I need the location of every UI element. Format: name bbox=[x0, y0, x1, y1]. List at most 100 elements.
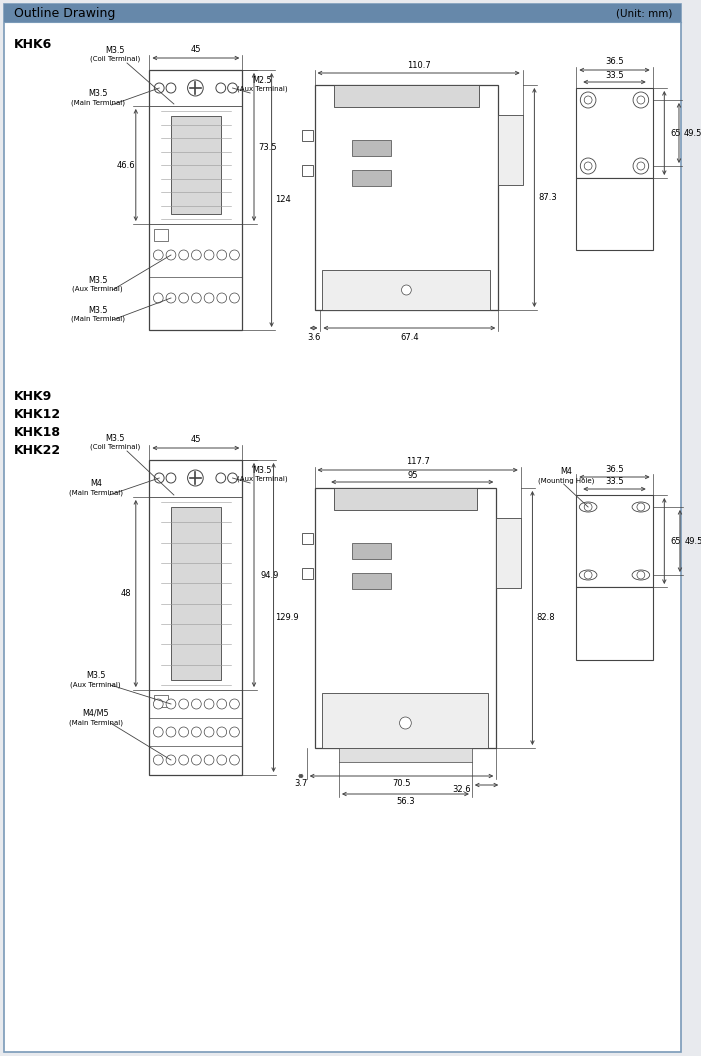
Ellipse shape bbox=[579, 570, 597, 580]
Circle shape bbox=[179, 293, 189, 303]
Text: (Unit: mm): (Unit: mm) bbox=[615, 8, 672, 18]
Text: 48: 48 bbox=[121, 589, 131, 598]
Bar bbox=[149, 460, 243, 775]
Circle shape bbox=[402, 285, 411, 295]
Circle shape bbox=[191, 699, 201, 709]
Circle shape bbox=[179, 250, 189, 260]
Circle shape bbox=[166, 293, 176, 303]
Circle shape bbox=[154, 473, 164, 483]
Bar bbox=[4, 4, 681, 22]
Text: M3.5: M3.5 bbox=[88, 89, 107, 98]
Text: 73.5: 73.5 bbox=[259, 143, 277, 151]
Ellipse shape bbox=[579, 502, 597, 512]
Text: (Mounting Hole): (Mounting Hole) bbox=[538, 477, 595, 484]
Circle shape bbox=[637, 96, 645, 103]
Circle shape bbox=[217, 755, 226, 765]
Bar bbox=[322, 270, 491, 310]
Text: 45: 45 bbox=[191, 435, 201, 445]
Circle shape bbox=[580, 158, 596, 174]
Text: 46.6: 46.6 bbox=[116, 161, 135, 170]
Bar bbox=[576, 587, 653, 660]
Circle shape bbox=[230, 755, 239, 765]
Text: 87.3: 87.3 bbox=[538, 193, 557, 202]
Circle shape bbox=[154, 755, 163, 765]
Bar bbox=[498, 115, 523, 185]
Text: 117.7: 117.7 bbox=[406, 457, 430, 467]
Circle shape bbox=[217, 699, 226, 709]
Circle shape bbox=[584, 571, 592, 579]
Circle shape bbox=[179, 727, 189, 737]
Text: M2.5: M2.5 bbox=[252, 76, 271, 84]
Text: (Aux Terminal): (Aux Terminal) bbox=[72, 286, 123, 293]
Text: KHK6: KHK6 bbox=[14, 38, 52, 51]
Ellipse shape bbox=[632, 570, 650, 580]
Text: 65: 65 bbox=[671, 129, 681, 137]
Text: KHK9
KHK12
KHK18
KHK22: KHK9 KHK12 KHK18 KHK22 bbox=[14, 390, 61, 457]
Circle shape bbox=[188, 80, 203, 96]
Circle shape bbox=[216, 473, 226, 483]
Circle shape bbox=[166, 727, 176, 737]
Text: 33.5: 33.5 bbox=[605, 477, 624, 487]
Text: 33.5: 33.5 bbox=[605, 71, 624, 79]
Text: M3.5: M3.5 bbox=[106, 434, 125, 444]
Bar bbox=[315, 84, 498, 310]
Bar bbox=[149, 70, 243, 329]
Circle shape bbox=[230, 699, 239, 709]
Circle shape bbox=[230, 293, 239, 303]
Circle shape bbox=[637, 162, 645, 170]
Circle shape bbox=[584, 503, 592, 511]
Text: (Aux Terminal): (Aux Terminal) bbox=[236, 86, 287, 93]
Circle shape bbox=[179, 699, 189, 709]
Circle shape bbox=[166, 250, 176, 260]
Circle shape bbox=[637, 503, 645, 511]
Bar bbox=[352, 543, 390, 559]
Circle shape bbox=[633, 92, 648, 108]
Text: (Main Terminal): (Main Terminal) bbox=[69, 489, 123, 495]
Circle shape bbox=[191, 293, 201, 303]
Text: 124: 124 bbox=[275, 195, 291, 205]
Text: M3.5: M3.5 bbox=[88, 306, 107, 315]
Text: M3.5: M3.5 bbox=[88, 276, 107, 285]
Text: 95: 95 bbox=[407, 471, 418, 479]
Bar bbox=[154, 695, 168, 708]
Circle shape bbox=[217, 250, 226, 260]
Circle shape bbox=[204, 755, 214, 765]
Text: M3.5: M3.5 bbox=[106, 46, 125, 55]
Text: 70.5: 70.5 bbox=[393, 779, 411, 789]
Circle shape bbox=[230, 727, 239, 737]
Circle shape bbox=[166, 83, 176, 93]
Bar bbox=[322, 693, 489, 748]
Bar bbox=[334, 488, 477, 510]
Text: 65: 65 bbox=[671, 536, 681, 546]
Bar bbox=[302, 165, 313, 176]
Circle shape bbox=[400, 717, 411, 729]
Text: 94.9: 94.9 bbox=[261, 570, 279, 580]
Bar bbox=[302, 533, 313, 544]
Circle shape bbox=[228, 83, 238, 93]
Bar bbox=[334, 84, 479, 107]
Circle shape bbox=[166, 473, 176, 483]
Circle shape bbox=[191, 727, 201, 737]
Circle shape bbox=[633, 158, 648, 174]
Circle shape bbox=[154, 250, 163, 260]
Text: 36.5: 36.5 bbox=[605, 465, 624, 473]
Circle shape bbox=[188, 470, 203, 486]
Text: (Coil Terminal): (Coil Terminal) bbox=[90, 444, 140, 451]
Bar bbox=[576, 495, 653, 587]
Circle shape bbox=[204, 727, 214, 737]
Text: (Aux Terminal): (Aux Terminal) bbox=[70, 681, 121, 687]
Text: 82.8: 82.8 bbox=[537, 614, 555, 622]
Text: Outline Drawing: Outline Drawing bbox=[14, 6, 115, 19]
Circle shape bbox=[228, 473, 238, 483]
Circle shape bbox=[154, 699, 163, 709]
Text: 49.5: 49.5 bbox=[684, 536, 701, 546]
Bar bbox=[302, 568, 313, 579]
Text: 3.7: 3.7 bbox=[294, 779, 308, 789]
Text: M4: M4 bbox=[561, 467, 573, 476]
Circle shape bbox=[154, 83, 164, 93]
Bar bbox=[352, 140, 390, 156]
Text: (Main Terminal): (Main Terminal) bbox=[71, 99, 125, 106]
Text: (Aux Terminal): (Aux Terminal) bbox=[236, 476, 287, 483]
Circle shape bbox=[584, 96, 592, 103]
Bar bbox=[352, 573, 390, 589]
